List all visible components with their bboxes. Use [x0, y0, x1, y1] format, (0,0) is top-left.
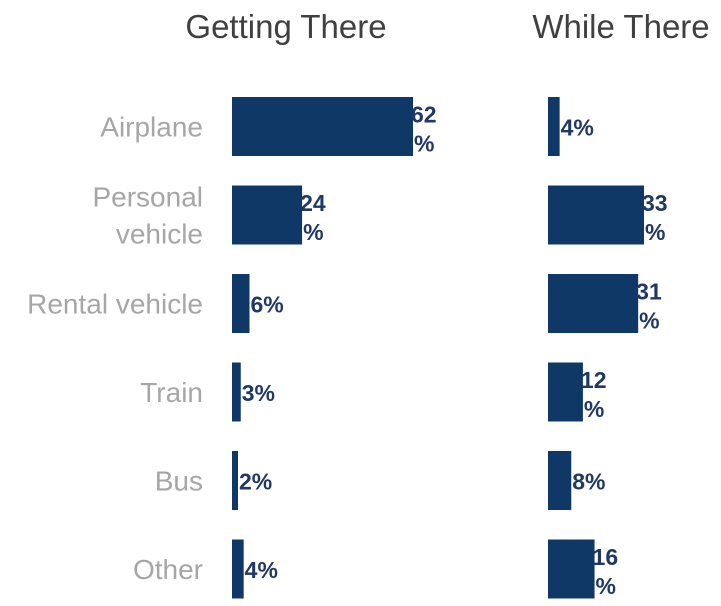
value-label-unit-while-there-rental-vehicle: %: [639, 308, 659, 334]
panel-getting-there: 62% 24% 6% 3% 2% 4%: [232, 97, 437, 599]
panel-while-there: 4% 33% 31% 12% 8% 16%: [548, 97, 668, 599]
value-label-getting-there-personal-vehicle: 24: [300, 190, 326, 216]
bar-while-there-other: [548, 539, 595, 599]
category-label-bus: Bus: [155, 466, 203, 497]
category-labels: Airplane Personal vehicle Rental vehicle Tra…: [27, 112, 203, 586]
value-label-while-there-other: 16: [593, 544, 619, 570]
bar-getting-there-other: [232, 539, 244, 599]
value-label-getting-there-bus: 2%: [239, 469, 272, 495]
bar-getting-there-rental-vehicle: [232, 274, 250, 333]
bar-getting-there-bus: [232, 451, 238, 510]
bar-getting-there-personal-vehicle: [232, 185, 303, 245]
category-label-train: Train: [140, 377, 203, 408]
value-label-unit-getting-there-airplane: %: [414, 131, 434, 157]
category-label-personal-vehicle-line2: vehicle: [116, 219, 203, 250]
value-label-unit-while-there-personal-vehicle: %: [645, 219, 665, 245]
value-label-while-there-rental-vehicle: 31: [636, 279, 662, 305]
value-label-while-there-airplane: 4%: [561, 115, 594, 141]
value-label-unit-while-there-train: %: [584, 396, 604, 422]
category-label-personal-vehicle-line1: Personal: [92, 182, 203, 213]
value-label-getting-there-rental-vehicle: 6%: [251, 292, 284, 318]
chart-title-while-there: While There: [532, 8, 709, 45]
bar-while-there-airplane: [548, 97, 560, 156]
chart-title-getting-there: Getting There: [185, 8, 386, 45]
value-label-getting-there-train: 3%: [242, 380, 275, 406]
value-label-while-there-personal-vehicle: 33: [642, 190, 668, 216]
bar-while-there-train: [548, 362, 583, 422]
bar-while-there-personal-vehicle: [548, 185, 644, 245]
value-label-while-there-bus: 8%: [572, 469, 605, 495]
bar-getting-there-airplane: [232, 97, 413, 156]
category-label-other: Other: [133, 554, 203, 585]
value-label-unit-getting-there-personal-vehicle: %: [303, 219, 323, 245]
bar-while-there-bus: [548, 451, 572, 510]
bar-while-there-rental-vehicle: [548, 274, 639, 333]
bar-getting-there-train: [232, 362, 241, 422]
category-label-airplane: Airplane: [100, 112, 203, 143]
value-label-getting-there-other: 4%: [245, 557, 278, 583]
value-label-while-there-train: 12: [581, 367, 607, 393]
value-label-unit-while-there-other: %: [596, 573, 616, 599]
category-label-rental-vehicle: Rental vehicle: [27, 289, 203, 320]
value-label-getting-there-airplane: 62: [411, 102, 437, 128]
